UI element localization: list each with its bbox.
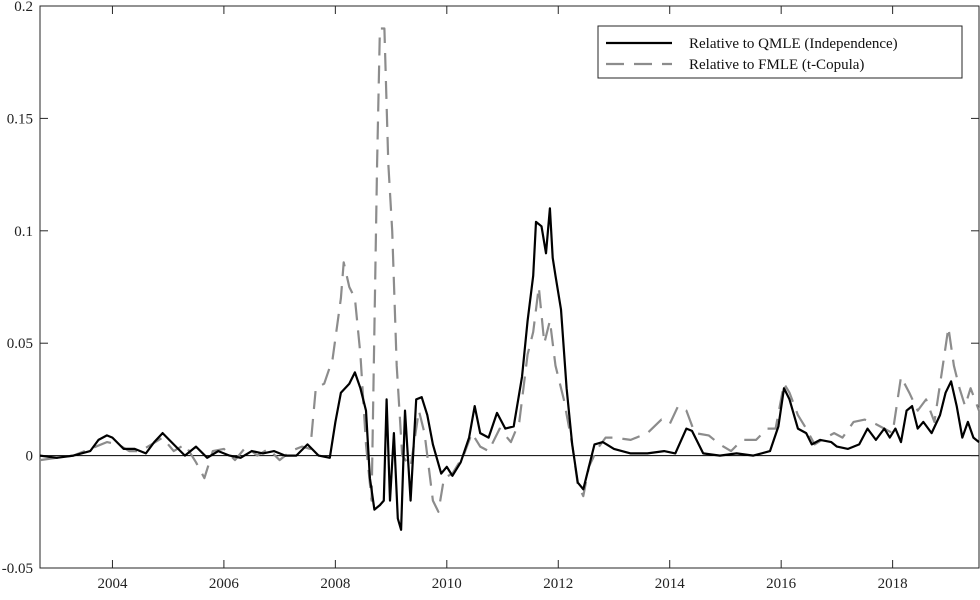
y-tick-label: 0 bbox=[26, 449, 34, 465]
series-layer bbox=[39, 27, 980, 531]
legend-box bbox=[597, 25, 963, 79]
series-line-qmle bbox=[39, 207, 980, 531]
x-tick-label: 2012 bbox=[543, 576, 573, 592]
x-tick-label: 2016 bbox=[766, 576, 797, 592]
y-tick-label: 0.15 bbox=[7, 111, 33, 127]
x-tick-label: 2018 bbox=[878, 576, 908, 592]
y-tick-label: 0.05 bbox=[7, 336, 33, 352]
y-tick-label: 0.1 bbox=[14, 224, 33, 240]
legend: Relative to QMLE (Independence) Relative… bbox=[597, 25, 963, 79]
x-tick-label: 2006 bbox=[209, 576, 240, 592]
legend-label-qmle: Relative to QMLE (Independence) bbox=[689, 36, 898, 52]
y-tick-label: 0.2 bbox=[14, 0, 33, 15]
series-line-fmle bbox=[39, 27, 980, 513]
legend-label-fmle: Relative to FMLE (t-Copula) bbox=[689, 57, 864, 73]
x-tick-label: 2004 bbox=[97, 576, 128, 592]
plot-area bbox=[39, 5, 980, 569]
x-tick-label: 2010 bbox=[432, 576, 462, 592]
x-tick-label: 2014 bbox=[655, 576, 686, 592]
x-tick-label: 2008 bbox=[320, 576, 350, 592]
x-axis: 2004 2006 2008 2010 2012 2014 2016 2018 bbox=[97, 6, 908, 592]
y-axis: -0.05 0 0.05 0.1 0.15 0.2 bbox=[2, 0, 979, 577]
y-tick-label: -0.05 bbox=[2, 561, 33, 577]
